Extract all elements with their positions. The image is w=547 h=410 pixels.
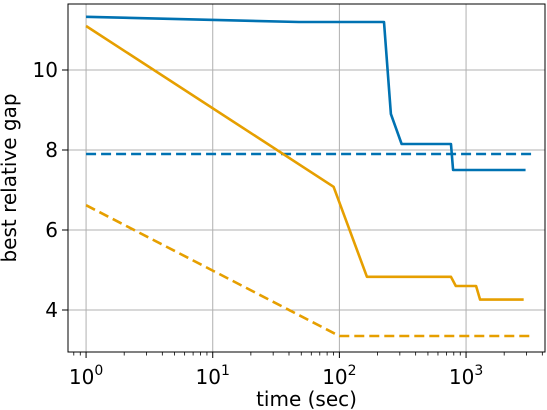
y-tick-label: 4 (45, 298, 58, 322)
orange-dashed-series-line (85, 204, 534, 338)
y-axis-label: best relative gap (0, 93, 21, 262)
orange-solid-series-line (85, 24, 524, 301)
x-tick-label: 102 (322, 363, 356, 389)
x-tick-label: 103 (449, 363, 483, 389)
x-axis-label: time (sec) (256, 387, 357, 410)
grid (68, 4, 545, 352)
plot-frame (67, 3, 546, 353)
plot-lines (85, 15, 534, 338)
y-tick-label: 6 (45, 218, 58, 242)
axis-ticks: 100 101 102 103 4 6 8 10 (33, 58, 543, 389)
blue-solid-series-line (86, 15, 526, 172)
y-tick-label: 10 (33, 58, 58, 82)
x-tick-label: 101 (196, 363, 230, 389)
y-tick-label: 8 (45, 138, 58, 162)
x-tick-label: 100 (69, 363, 103, 389)
